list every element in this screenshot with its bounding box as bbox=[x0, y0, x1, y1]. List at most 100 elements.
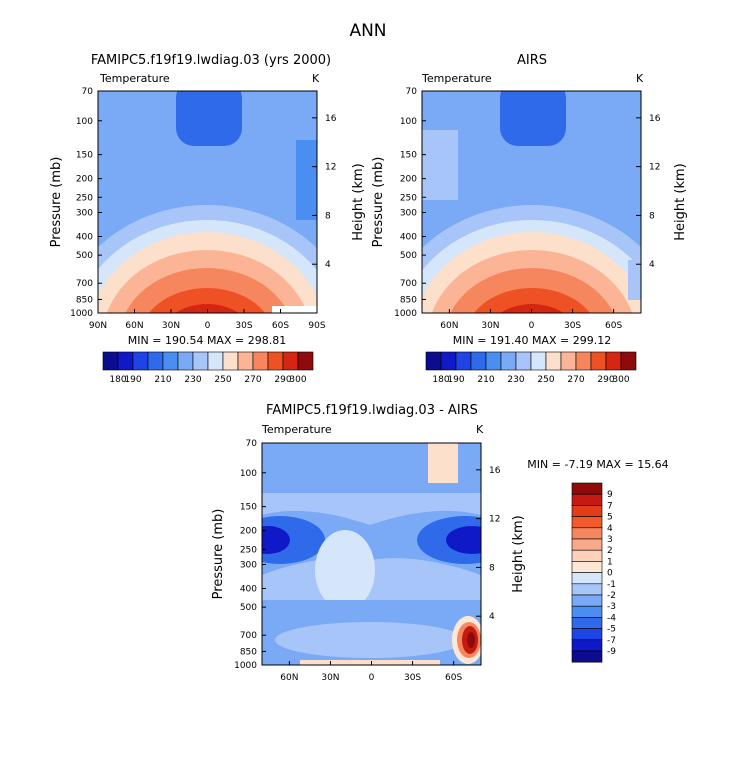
height-tick-label: 16 bbox=[489, 466, 501, 476]
panel-obs-units: K bbox=[636, 72, 644, 85]
colorbar-swatch bbox=[571, 583, 603, 596]
colorbar-swatch bbox=[571, 639, 603, 652]
pressure-tick-label: 850 bbox=[240, 647, 257, 657]
panel-diff-title: FAMIPC5.f19f19.lwdiag.03 - AIRS bbox=[266, 403, 478, 418]
pressure-tick-label: 850 bbox=[76, 295, 93, 305]
height-tick-label: 12 bbox=[649, 163, 660, 173]
panel-model-field bbox=[98, 91, 317, 313]
pressure-tick-label: 700 bbox=[400, 279, 417, 289]
pressure-tick-label: 700 bbox=[76, 279, 93, 289]
field-band-6 bbox=[473, 288, 591, 313]
colorbar-swatch bbox=[267, 351, 284, 371]
colorbar-label: -5 bbox=[607, 625, 616, 635]
lat-tick-label: 60S bbox=[605, 321, 622, 331]
field-polar-cold bbox=[296, 140, 317, 220]
panel-diff-units: K bbox=[476, 423, 484, 436]
panel-model-ylabel-right: Height (km) bbox=[351, 163, 366, 240]
field-warm-bottom bbox=[300, 660, 440, 665]
panel-diff: FAMIPC5.f19f19.lwdiag.03 - AIRS Temperat… bbox=[211, 403, 669, 683]
colorbar-label: -3 bbox=[607, 602, 616, 612]
panel-diff-ylabel-right: Height (km) bbox=[511, 515, 526, 592]
lat-tick-label: 0 bbox=[529, 321, 535, 331]
field-lower-band bbox=[275, 622, 465, 658]
panel-model-ylabel: Pressure (mb) bbox=[49, 157, 64, 248]
lat-tick-label: 30S bbox=[404, 673, 421, 683]
colorbar-swatch bbox=[440, 351, 457, 371]
colorbar-swatch bbox=[571, 594, 603, 607]
panel-obs-height-axis: 4 8 12 16 bbox=[636, 114, 661, 270]
colorbar-label: -9 bbox=[607, 647, 616, 657]
height-tick-label: 16 bbox=[649, 114, 661, 124]
colorbar-label: -4 bbox=[607, 613, 616, 623]
colorbar-label: 210 bbox=[154, 375, 171, 385]
pressure-tick-label: 700 bbox=[240, 631, 257, 641]
pressure-tick-label: 200 bbox=[400, 175, 417, 185]
lat-tick-label: 30S bbox=[235, 321, 252, 331]
panel-model-stats: MIN = 190.54 MAX = 298.81 bbox=[128, 334, 286, 347]
colorbar-swatch bbox=[470, 351, 487, 371]
colorbar-label: 5 bbox=[607, 513, 613, 523]
panel-model-height-axis: 4 8 12 16 bbox=[312, 114, 337, 270]
lat-tick-label: 60S bbox=[272, 321, 289, 331]
colorbar-swatch bbox=[571, 561, 603, 573]
panel-obs-field bbox=[422, 91, 641, 313]
pressure-tick-label: 500 bbox=[400, 251, 417, 261]
colorbar-label: 210 bbox=[477, 375, 494, 385]
colorbar-swatch bbox=[530, 351, 547, 371]
field-warm-upper bbox=[428, 443, 458, 483]
pressure-tick-label: 70 bbox=[406, 87, 418, 97]
colorbar-swatch bbox=[282, 351, 299, 371]
colorbar-label: 7 bbox=[607, 501, 613, 511]
colorbar-label: 0 bbox=[607, 569, 613, 579]
pressure-tick-label: 300 bbox=[76, 208, 93, 218]
colorbar-swatch bbox=[571, 527, 603, 540]
panel-obs-variable: Temperature bbox=[421, 72, 492, 85]
colorbar-swatch bbox=[485, 351, 502, 371]
pressure-tick-label: 1000 bbox=[70, 309, 93, 319]
pressure-tick-label: 100 bbox=[400, 117, 417, 127]
colorbar-label: 230 bbox=[507, 375, 524, 385]
panel-model-title: FAMIPC5.f19f19.lwdiag.03 (yrs 2000) bbox=[91, 53, 331, 68]
pressure-tick-label: 500 bbox=[76, 251, 93, 261]
colorbar-swatch bbox=[102, 351, 119, 371]
colorbar-swatch bbox=[560, 351, 577, 371]
pressure-tick-label: 850 bbox=[400, 295, 417, 305]
pressure-tick-label: 150 bbox=[240, 503, 257, 513]
colorbar-label: 290 bbox=[274, 375, 291, 385]
panel-obs-lat-axis: 60N 30N 0 30S 60S bbox=[440, 309, 622, 331]
height-tick-label: 4 bbox=[325, 260, 331, 270]
colorbar-label: 300 bbox=[612, 375, 629, 385]
field-band-7 bbox=[175, 304, 239, 313]
colorbar-swatch bbox=[297, 351, 314, 371]
pressure-tick-label: 150 bbox=[400, 151, 417, 161]
colorbar-swatch bbox=[515, 351, 532, 371]
colorbar-swatch bbox=[455, 351, 472, 371]
colorbar-swatch bbox=[237, 351, 254, 371]
colorbar-label: 9 bbox=[607, 490, 613, 500]
panel-obs-ylabel-right: Height (km) bbox=[673, 163, 688, 240]
panel-diff-field bbox=[262, 443, 481, 665]
pressure-tick-label: 200 bbox=[240, 527, 257, 537]
colorbar-label: 190 bbox=[124, 375, 141, 385]
colorbar-swatch bbox=[147, 351, 164, 371]
lat-tick-label: 30N bbox=[481, 321, 499, 331]
height-tick-label: 8 bbox=[489, 563, 495, 573]
panel-diff-variable: Temperature bbox=[261, 423, 332, 436]
height-tick-label: 4 bbox=[649, 260, 655, 270]
field-cold-left-core bbox=[262, 526, 290, 554]
colorbar-label: 4 bbox=[607, 524, 613, 534]
colorbar-swatch bbox=[500, 351, 517, 371]
panel-model-variable: Temperature bbox=[99, 72, 170, 85]
lat-tick-label: 0 bbox=[369, 673, 375, 683]
colorbar-swatch bbox=[571, 617, 603, 629]
colorbar-label: 300 bbox=[289, 375, 306, 385]
panel-diff-pressure-axis: 70 100 150 200 250 300 400 500 700 850 1000 bbox=[234, 439, 266, 671]
pressure-tick-label: 200 bbox=[76, 175, 93, 185]
lat-tick-label: 30S bbox=[564, 321, 581, 331]
lat-tick-label: 30N bbox=[162, 321, 180, 331]
colorbar-swatch bbox=[192, 351, 209, 371]
panel-obs-pressure-axis: 70 100 150 200 250 300 400 500 700 850 1000 bbox=[394, 87, 426, 319]
colorbar-label: 1 bbox=[607, 557, 613, 567]
colorbar-swatch bbox=[571, 650, 603, 663]
